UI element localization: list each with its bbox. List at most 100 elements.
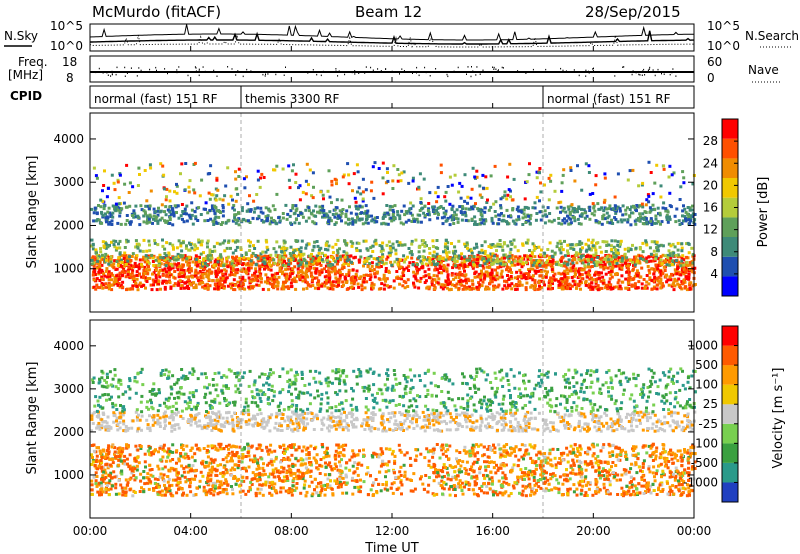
- scatter-cell: [473, 263, 476, 267]
- scatter-cell: [550, 254, 554, 258]
- scatter-cell: [488, 272, 492, 276]
- scatter-cell: [607, 283, 611, 287]
- scatter-cell: [191, 275, 194, 279]
- scatter-cell: [396, 277, 400, 280]
- scatter-cell: [376, 257, 380, 260]
- scatter-cell: [278, 260, 282, 264]
- scatter-cell: [198, 194, 202, 198]
- scatter-cell: [253, 207, 257, 211]
- scatter-cell: [580, 207, 583, 211]
- scatter-cell: [234, 170, 237, 174]
- scatter-cell: [446, 275, 450, 279]
- scatter-cell: [526, 257, 530, 261]
- scatter-cell: [635, 274, 639, 277]
- scatter-cell: [650, 279, 654, 283]
- scatter-cell: [269, 268, 273, 272]
- scatter-cell: [366, 248, 370, 252]
- scatter-cell: [143, 265, 147, 269]
- scatter-cell: [489, 174, 493, 178]
- scatter-cell: [479, 278, 483, 282]
- scatter-cell: [480, 248, 484, 252]
- scatter-cell: [108, 274, 112, 278]
- scatter-cell: [476, 275, 480, 279]
- scatter-cell: [148, 220, 152, 224]
- nave-point: [399, 73, 400, 75]
- scatter-cell: [609, 283, 613, 287]
- scatter-cell: [247, 276, 251, 280]
- scatter-cell: [118, 285, 122, 289]
- scatter-cell: [660, 262, 664, 266]
- scatter-cell: [591, 244, 595, 248]
- scatter-cell: [548, 279, 551, 283]
- scatter-cell: [91, 273, 95, 277]
- scatter-cell: [584, 271, 588, 275]
- scatter-cell: [631, 267, 635, 271]
- scatter-cell: [464, 278, 468, 282]
- scatter-cell: [430, 279, 434, 283]
- scatter-cell: [324, 264, 328, 268]
- scatter-cell: [142, 276, 146, 280]
- scatter-cell: [571, 279, 575, 283]
- scatter-cell: [161, 164, 165, 168]
- scatter-cell: [281, 272, 284, 276]
- scatter-cell: [418, 209, 422, 212]
- scatter-cell: [507, 214, 510, 218]
- scatter-cell: [605, 244, 609, 247]
- scatter-cell: [566, 205, 570, 209]
- scatter-cell: [430, 283, 434, 287]
- scatter-cell: [250, 255, 254, 259]
- scatter-cell: [382, 276, 386, 280]
- scatter-cell: [625, 265, 629, 269]
- scatter-cell: [105, 258, 108, 262]
- scatter-cell: [411, 263, 415, 266]
- scatter-cell: [155, 288, 159, 292]
- scatter-cell: [252, 210, 256, 214]
- scatter-cell: [419, 220, 423, 224]
- scatter-cell: [106, 284, 110, 288]
- scatter-cell: [192, 188, 196, 192]
- scatter-cell: [372, 268, 376, 272]
- scatter-cell: [560, 277, 564, 281]
- scatter-cell: [415, 279, 419, 283]
- scatter-cell: [684, 269, 688, 273]
- scatter-cell: [90, 207, 94, 211]
- scatter-cell: [304, 272, 308, 276]
- scatter-cell: [381, 176, 385, 180]
- scatter-cell: [264, 250, 268, 254]
- scatter-cell: [346, 162, 350, 166]
- scatter-cell: [450, 283, 454, 287]
- scatter-cell: [555, 245, 559, 249]
- scatter-cell: [686, 264, 689, 268]
- scatter-cell: [320, 258, 324, 262]
- scatter-cell: [573, 280, 577, 284]
- scatter-cell: [473, 275, 477, 279]
- scatter-cell: [215, 221, 219, 225]
- scatter-cell: [275, 280, 279, 284]
- scatter-cell: [199, 281, 203, 285]
- scatter-cell: [294, 209, 298, 212]
- scatter-cell: [206, 282, 210, 286]
- scatter-cell: [645, 286, 649, 290]
- nave-point: [476, 66, 478, 68]
- scatter-cell: [647, 282, 651, 286]
- scatter-cell: [596, 202, 600, 206]
- scatter-cell: [400, 171, 404, 175]
- scatter-cell: [539, 190, 543, 194]
- scatter-cell: [464, 214, 468, 218]
- scatter-cell: [372, 196, 376, 200]
- scatter-cell: [167, 271, 171, 275]
- scatter-cell: [294, 181, 298, 184]
- scatter-cell: [346, 263, 350, 266]
- scatter-cell: [684, 285, 687, 289]
- scatter-cell: [333, 177, 337, 181]
- scatter-cell: [548, 241, 552, 245]
- scatter-cell: [569, 169, 573, 172]
- scatter-cell: [103, 169, 106, 173]
- scatter-cell: [142, 238, 146, 242]
- scatter-cell: [605, 211, 609, 215]
- scatter-cell: [304, 219, 308, 223]
- scatter-cell: [121, 270, 124, 274]
- scatter-cell: [402, 260, 406, 264]
- scatter-cell: [154, 258, 158, 262]
